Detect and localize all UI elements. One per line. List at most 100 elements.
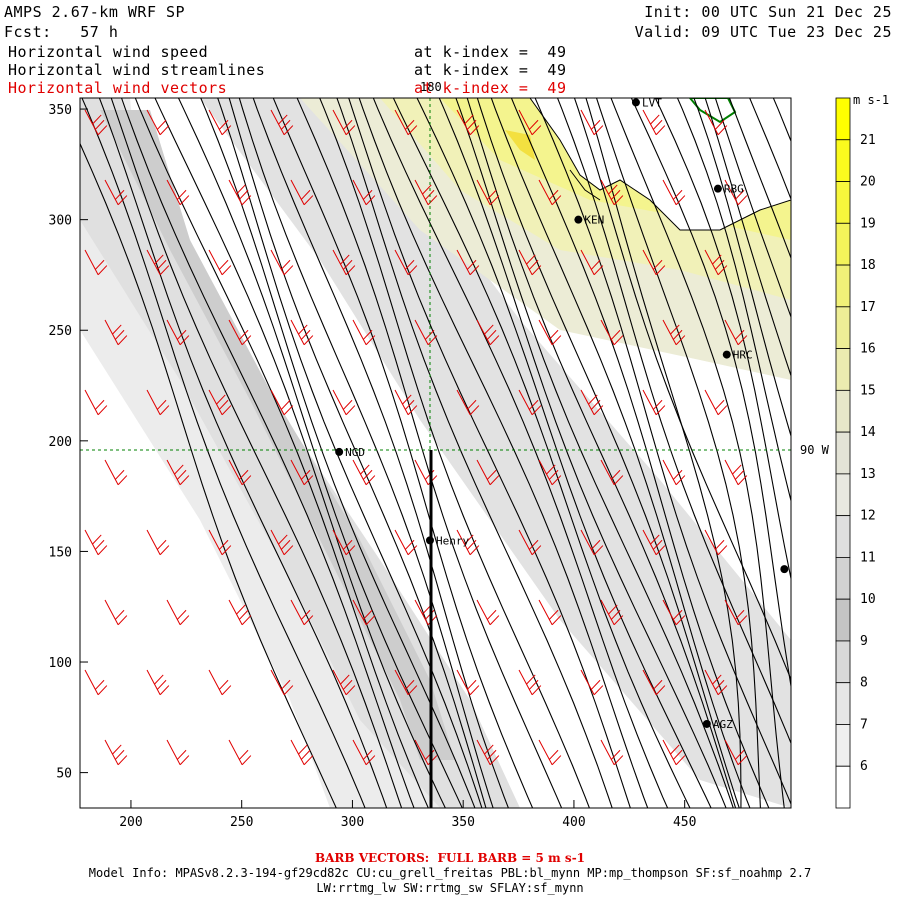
barb-shaft xyxy=(104,739,119,765)
barb-flag xyxy=(179,755,190,766)
barb-flag xyxy=(655,125,666,136)
wind-barb xyxy=(146,669,170,696)
wind-barb xyxy=(290,319,314,346)
colorbar-label: 21 xyxy=(860,133,876,148)
barb-shaft xyxy=(704,529,719,555)
colorbar-label: 9 xyxy=(860,634,868,649)
barb-flag xyxy=(593,405,604,416)
barb-shaft xyxy=(332,529,347,555)
barb-shaft xyxy=(166,319,181,345)
barb-shaft xyxy=(208,529,223,555)
barb-flag xyxy=(112,744,122,755)
station-label: Henry xyxy=(436,534,469,547)
barb-flag xyxy=(464,114,474,125)
barb-flag xyxy=(218,679,229,690)
barb-flag xyxy=(675,755,686,766)
colorbar-label: 20 xyxy=(860,175,876,190)
barb-shaft xyxy=(208,109,223,135)
streamline xyxy=(728,98,791,260)
barb-shaft xyxy=(84,669,99,695)
barb-flag xyxy=(218,259,229,270)
barb-flag xyxy=(402,394,412,405)
barb-flag xyxy=(154,254,164,265)
barb-flag xyxy=(548,749,559,760)
colorbar-segment xyxy=(835,306,851,349)
barb-flag xyxy=(156,119,167,130)
station-marker xyxy=(702,719,711,728)
barb-flag xyxy=(734,749,745,760)
barb-flag xyxy=(221,405,232,416)
barb-flag xyxy=(159,405,170,416)
colorbar-label: 10 xyxy=(860,592,876,607)
streamline xyxy=(676,98,791,503)
barb-flag xyxy=(590,399,601,410)
barb-flag xyxy=(531,685,542,696)
y-tick-label: 150 xyxy=(49,545,72,560)
barb-flag xyxy=(176,469,187,480)
wind-barb xyxy=(642,669,666,696)
streamline xyxy=(438,98,727,808)
barb-flag xyxy=(303,755,314,766)
barb-flag xyxy=(365,195,376,206)
barb-flag xyxy=(489,475,500,486)
barb-shaft xyxy=(414,179,429,205)
barb-flag xyxy=(650,534,660,545)
barb-flag xyxy=(717,685,728,696)
barb-flag xyxy=(236,184,246,195)
y-tick-label: 300 xyxy=(49,214,72,229)
field-level-streamlines: at k-index = 49 xyxy=(414,61,567,79)
barb-flag xyxy=(469,405,480,416)
barb-shaft xyxy=(352,319,367,345)
barb-flag xyxy=(528,119,539,130)
barb-flag xyxy=(652,399,663,410)
barb-shaft xyxy=(228,739,243,765)
barb-flag xyxy=(652,119,663,130)
wind-barb xyxy=(394,389,418,416)
y-tick-label: 100 xyxy=(49,656,72,671)
wind-barb xyxy=(290,599,314,626)
barb-flag xyxy=(593,685,604,696)
streamline xyxy=(336,98,613,808)
barb-shaft xyxy=(394,389,409,415)
barb-shaft xyxy=(228,599,243,625)
barb-flag xyxy=(734,189,745,200)
barb-flag xyxy=(650,114,660,125)
barb-flag xyxy=(489,755,500,766)
barb-flag xyxy=(655,265,666,276)
barb-flag xyxy=(548,609,559,620)
wind-barb xyxy=(270,249,294,276)
wind-barb xyxy=(228,599,252,626)
barb-shaft xyxy=(394,249,409,275)
barb-flag xyxy=(486,749,497,760)
wind-barb xyxy=(704,389,728,416)
meridian-label: 180 xyxy=(420,80,442,94)
barb-shaft xyxy=(394,669,409,695)
barb-note: BARB VECTORS: FULL BARB = 5 m s-1 xyxy=(314,851,586,865)
barb-flag xyxy=(551,195,562,206)
colorbar-segment xyxy=(835,724,851,767)
barb-flag xyxy=(280,399,291,410)
barb-flag xyxy=(717,265,728,276)
barb-shaft xyxy=(476,459,491,485)
wind-barb xyxy=(662,319,686,346)
wind-barb xyxy=(580,529,604,556)
barb-flag xyxy=(283,125,294,136)
streamline xyxy=(228,98,487,808)
wind-barb xyxy=(290,179,314,206)
streamline xyxy=(372,98,669,808)
barb-flag xyxy=(486,469,497,480)
barb-shaft xyxy=(518,529,533,555)
barb-flag xyxy=(427,195,438,206)
barb-flag xyxy=(675,195,686,206)
barb-flag xyxy=(159,545,170,556)
barb-flag xyxy=(672,189,683,200)
barb-flag xyxy=(94,399,105,410)
field-level-vectors: at k-index = 49 xyxy=(414,79,567,97)
barb-shaft xyxy=(208,669,223,695)
wind-barb xyxy=(518,669,542,696)
barb-flag xyxy=(300,189,311,200)
barb-flag xyxy=(92,114,102,125)
barb-shaft xyxy=(724,179,739,205)
barb-flag xyxy=(176,329,187,340)
